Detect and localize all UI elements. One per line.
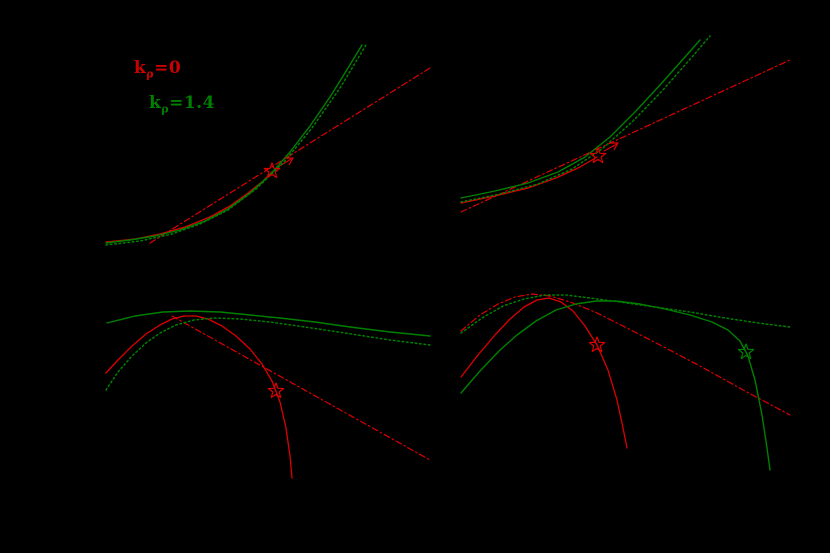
curve-bottom-right-red-dashdot: [460, 293, 791, 416]
curve-top-right-red-dashdot: [460, 59, 791, 213]
curve-top-right-red-arrowseg: [603, 143, 618, 152]
curve-bottom-left-green-dotted: [105, 317, 431, 391]
star-marker-bottom-right: [737, 343, 755, 360]
star-marker-top-left: [263, 162, 281, 179]
curve-bottom-right-green-dotted: [460, 294, 791, 334]
curve-bottom-right-green-solid: [460, 300, 771, 471]
curve-top-right-green-solid: [460, 39, 701, 199]
curve-top-left-red-arrowseg: [277, 158, 292, 168]
star-marker-top-right: [589, 147, 607, 164]
curve-bottom-left-red-dashdot: [171, 315, 431, 461]
curve-top-right-red-solid: [460, 156, 598, 204]
curve-bottom-left-green-solid: [106, 310, 431, 337]
curve-top-left-green-solid: [105, 44, 363, 244]
arrow-marker-top-left: [284, 157, 294, 166]
star-marker-bottom-left: [267, 382, 285, 399]
curve-bottom-left-red-solid: [105, 315, 293, 479]
arrow-marker-top-right: [609, 142, 619, 151]
curve-bottom-right-red-solid: [460, 297, 628, 449]
curve-top-right-green-dotted: [460, 35, 711, 203]
star-marker-bottom-right: [588, 336, 606, 353]
curve-top-left-green-dotted: [105, 44, 367, 246]
